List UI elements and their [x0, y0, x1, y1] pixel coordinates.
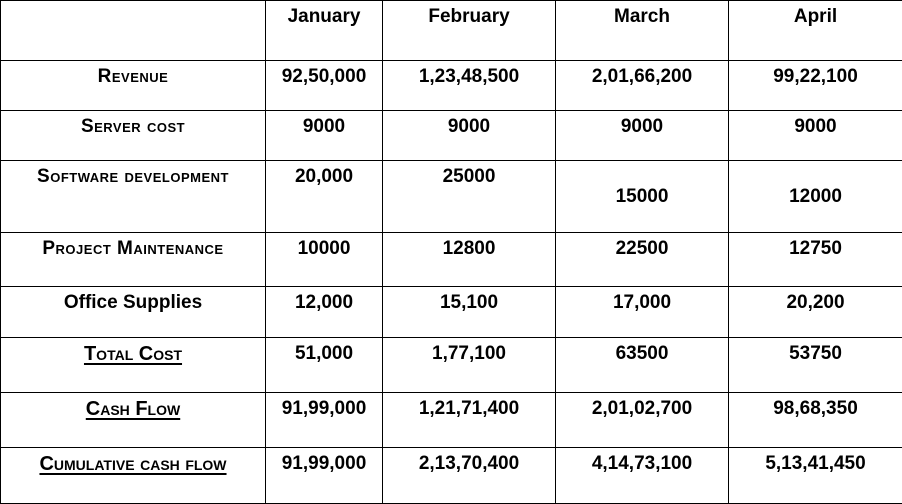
table-cell: 25000 — [382, 160, 556, 233]
table-row: Software development 20,000 25000 15000 … — [0, 160, 902, 233]
table-cell: 12,000 — [265, 286, 383, 338]
row-label-software-development: Software development — [0, 160, 266, 233]
table-cell: 91,99,000 — [265, 392, 383, 448]
table-cell: 12750 — [728, 232, 902, 287]
table-cell: 12000 — [728, 160, 902, 233]
header-march: March — [555, 0, 729, 61]
table-cell: 20,200 — [728, 286, 902, 338]
table-cell: 9000 — [265, 110, 383, 161]
header-february: February — [382, 0, 556, 61]
table-row: Server cost 9000 9000 9000 9000 — [0, 110, 902, 161]
table-row: Total Cost 51,000 1,77,100 63500 53750 — [0, 337, 902, 393]
table-cell: 9000 — [728, 110, 902, 161]
table-cell: 10000 — [265, 232, 383, 287]
cash-flow-label: Cash Flow — [85, 398, 181, 420]
table-cell: 20,000 — [265, 160, 383, 233]
header-april: April — [728, 0, 902, 61]
table-row: Office Supplies 12,000 15,100 17,000 20,… — [0, 286, 902, 338]
table-cell: 12800 — [382, 232, 556, 287]
table-cell: 63500 — [555, 337, 729, 393]
header-row: January February March April — [0, 0, 902, 61]
table-cell: 22500 — [555, 232, 729, 287]
row-label-office-supplies: Office Supplies — [0, 286, 266, 338]
cumulative-cash-flow-label: Cumulative cash flow — [39, 453, 227, 475]
table-cell: 15,100 — [382, 286, 556, 338]
table-cell: 2,01,02,700 — [555, 392, 729, 448]
table-cell: 1,21,71,400 — [382, 392, 556, 448]
table-cell: 1,77,100 — [382, 337, 556, 393]
table-cell: 92,50,000 — [265, 60, 383, 111]
table-cell: 99,22,100 — [728, 60, 902, 111]
row-label-cumulative-cash-flow: Cumulative cash flow — [0, 447, 266, 504]
table-cell: 2,01,66,200 — [555, 60, 729, 111]
row-label-project-maintenance: Project Maintenance — [0, 232, 266, 287]
table-cell: 91,99,000 — [265, 447, 383, 504]
row-label-cash-flow: Cash Flow — [0, 392, 266, 448]
table-cell: 5,13,41,450 — [728, 447, 902, 504]
total-cost-label: Total Cost — [83, 343, 183, 365]
row-label-server-cost: Server cost — [0, 110, 266, 161]
row-label-revenue: Revenue — [0, 60, 266, 111]
table-row: Revenue 92,50,000 1,23,48,500 2,01,66,20… — [0, 60, 902, 111]
row-label-total-cost: Total Cost — [0, 337, 266, 393]
table-cell: 51,000 — [265, 337, 383, 393]
table-cell: 9000 — [382, 110, 556, 161]
table-row: Cumulative cash flow 91,99,000 2,13,70,4… — [0, 447, 902, 504]
table-cell: 17,000 — [555, 286, 729, 338]
table-row: Cash Flow 91,99,000 1,21,71,400 2,01,02,… — [0, 392, 902, 448]
table-row: Project Maintenance 10000 12800 22500 12… — [0, 232, 902, 287]
table-cell: 15000 — [555, 160, 729, 233]
table-cell: 2,13,70,400 — [382, 447, 556, 504]
header-blank-cell — [0, 0, 266, 61]
table-cell: 4,14,73,100 — [555, 447, 729, 504]
header-january: January — [265, 0, 383, 61]
table-cell: 9000 — [555, 110, 729, 161]
table-cell: 53750 — [728, 337, 902, 393]
table-cell: 98,68,350 — [728, 392, 902, 448]
table-cell: 1,23,48,500 — [382, 60, 556, 111]
